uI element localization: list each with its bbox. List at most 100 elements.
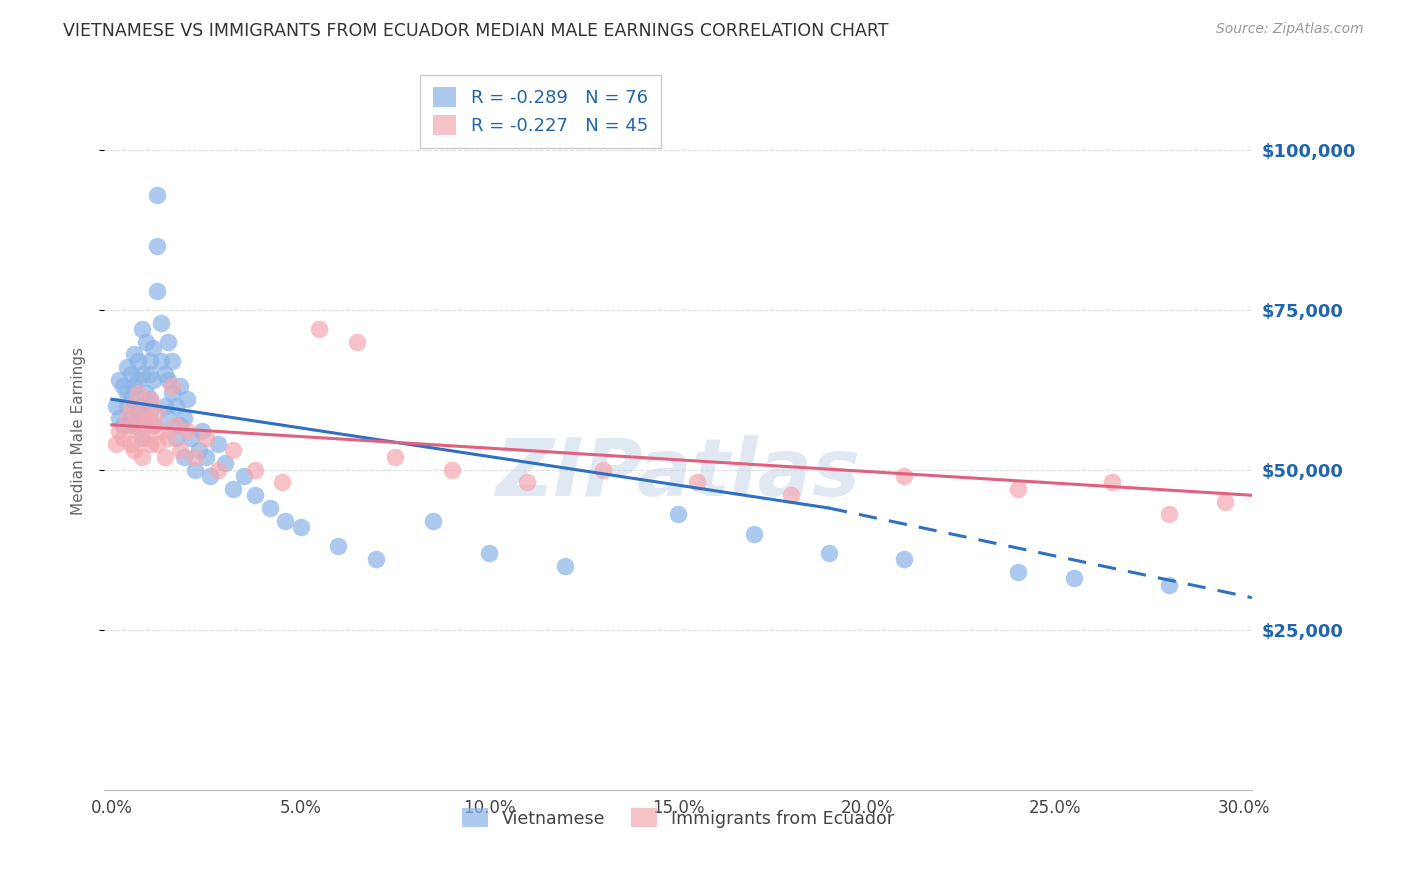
Point <box>127 354 149 368</box>
Point <box>157 334 180 349</box>
Point <box>173 411 195 425</box>
Point <box>666 508 689 522</box>
Point <box>127 424 149 438</box>
Point <box>440 463 463 477</box>
Point <box>162 379 184 393</box>
Point <box>478 546 501 560</box>
Point <box>165 399 187 413</box>
Point <box>112 431 135 445</box>
Point <box>112 417 135 432</box>
Point <box>108 411 131 425</box>
Point <box>124 417 146 432</box>
Point <box>138 367 160 381</box>
Point <box>146 405 169 419</box>
Point <box>104 399 127 413</box>
Point <box>818 546 841 560</box>
Point <box>127 385 149 400</box>
Point <box>516 475 538 490</box>
Point <box>138 405 160 419</box>
Point <box>169 379 191 393</box>
Point <box>422 514 444 528</box>
Point <box>176 392 198 407</box>
Point <box>274 514 297 528</box>
Point <box>120 367 142 381</box>
Point <box>176 424 198 438</box>
Text: Source: ZipAtlas.com: Source: ZipAtlas.com <box>1216 22 1364 37</box>
Text: VIETNAMESE VS IMMIGRANTS FROM ECUADOR MEDIAN MALE EARNINGS CORRELATION CHART: VIETNAMESE VS IMMIGRANTS FROM ECUADOR ME… <box>63 22 889 40</box>
Point <box>191 424 214 438</box>
Point <box>138 392 160 407</box>
Point <box>153 399 176 413</box>
Point <box>115 385 138 400</box>
Point <box>384 450 406 464</box>
Point <box>131 399 153 413</box>
Point <box>120 411 142 425</box>
Point <box>270 475 292 490</box>
Point <box>157 431 180 445</box>
Point <box>142 417 165 432</box>
Point <box>115 360 138 375</box>
Point <box>153 450 176 464</box>
Point <box>346 334 368 349</box>
Point <box>131 405 153 419</box>
Point <box>245 488 267 502</box>
Point <box>686 475 709 490</box>
Point <box>195 450 218 464</box>
Point <box>187 443 209 458</box>
Legend: Vietnamese, Immigrants from Ecuador: Vietnamese, Immigrants from Ecuador <box>456 802 901 835</box>
Point <box>157 373 180 387</box>
Point <box>169 417 191 432</box>
Point <box>180 431 202 445</box>
Point <box>146 187 169 202</box>
Point <box>184 463 207 477</box>
Point <box>138 392 160 407</box>
Point <box>131 450 153 464</box>
Point <box>142 341 165 355</box>
Point <box>245 463 267 477</box>
Point <box>157 411 180 425</box>
Text: ZIPatlas: ZIPatlas <box>495 435 860 513</box>
Point <box>124 443 146 458</box>
Point <box>173 450 195 464</box>
Point <box>893 469 915 483</box>
Point <box>138 354 160 368</box>
Point <box>221 482 243 496</box>
Point <box>115 399 138 413</box>
Point <box>165 431 187 445</box>
Point <box>221 443 243 458</box>
Point <box>146 238 169 252</box>
Point <box>115 411 138 425</box>
Point <box>142 417 165 432</box>
Point <box>135 334 157 349</box>
Point <box>1157 578 1180 592</box>
Point <box>108 424 131 438</box>
Point <box>127 405 149 419</box>
Point <box>1101 475 1123 490</box>
Point <box>592 463 614 477</box>
Point <box>120 399 142 413</box>
Point <box>1007 565 1029 579</box>
Point <box>328 540 350 554</box>
Point <box>112 379 135 393</box>
Point <box>207 437 229 451</box>
Point <box>184 450 207 464</box>
Point <box>1063 571 1085 585</box>
Point <box>162 385 184 400</box>
Point <box>1215 494 1237 508</box>
Point <box>131 431 153 445</box>
Y-axis label: Median Male Earnings: Median Male Earnings <box>72 347 86 516</box>
Point <box>259 501 281 516</box>
Point <box>290 520 312 534</box>
Point <box>364 552 387 566</box>
Point <box>124 379 146 393</box>
Point <box>124 417 146 432</box>
Point <box>1157 508 1180 522</box>
Point <box>153 367 176 381</box>
Point <box>149 354 172 368</box>
Point <box>135 411 157 425</box>
Point <box>169 443 191 458</box>
Point <box>198 469 221 483</box>
Point <box>146 437 169 451</box>
Point <box>146 284 169 298</box>
Point <box>135 411 157 425</box>
